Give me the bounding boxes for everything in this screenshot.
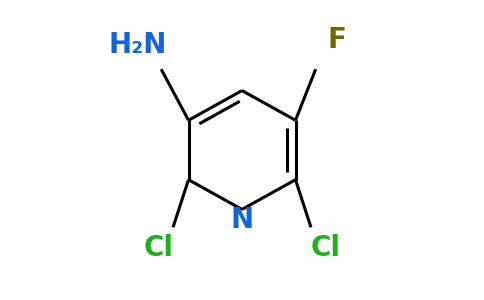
Text: Cl: Cl — [144, 234, 174, 262]
Text: N: N — [230, 206, 254, 234]
Text: H₂N: H₂N — [108, 32, 166, 59]
Text: Cl: Cl — [310, 234, 340, 262]
Text: F: F — [328, 26, 347, 54]
